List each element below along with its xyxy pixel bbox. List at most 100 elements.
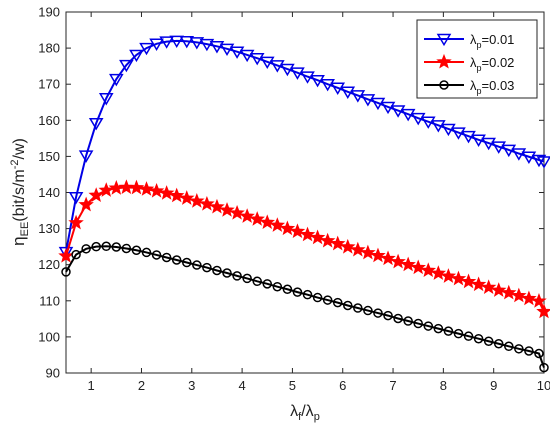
series-2-point bbox=[189, 193, 205, 208]
legend-entry-1-main: λ bbox=[470, 32, 477, 47]
series-2-point bbox=[199, 195, 215, 211]
series-2-point bbox=[440, 268, 457, 283]
x-axis-label-sep: /λ bbox=[301, 403, 313, 420]
series-1-point bbox=[481, 137, 496, 151]
series-1-point bbox=[139, 42, 154, 56]
series-2-point bbox=[410, 259, 426, 275]
series-2-point bbox=[400, 256, 416, 272]
series-1-point bbox=[370, 97, 386, 111]
legend-entry-1-sub: p bbox=[477, 40, 482, 50]
legend-entry-3-sub: p bbox=[477, 86, 482, 96]
series-3-point bbox=[61, 267, 71, 277]
series-3-point bbox=[343, 300, 353, 311]
series-1-point bbox=[300, 71, 315, 84]
series-3-point bbox=[302, 289, 313, 300]
y-tick-label: 140 bbox=[38, 185, 60, 200]
series-1-point bbox=[431, 120, 446, 133]
series-2-point bbox=[430, 265, 447, 280]
series-1-point bbox=[310, 74, 325, 88]
legend-entry-2: λp=0.02 bbox=[470, 55, 514, 73]
series-2-point bbox=[78, 196, 94, 212]
series-1-point bbox=[461, 130, 476, 144]
series-2-point bbox=[319, 232, 336, 248]
series-2-point bbox=[58, 247, 74, 263]
series-3-point bbox=[71, 249, 81, 260]
series-2-point bbox=[350, 241, 366, 257]
series-3-point bbox=[383, 310, 393, 321]
series-3-point bbox=[282, 284, 293, 294]
series-3-point bbox=[363, 305, 373, 316]
series-1-point bbox=[410, 112, 426, 126]
series-2 bbox=[58, 179, 550, 319]
series-3-line bbox=[65, 245, 545, 368]
series-3-point bbox=[423, 321, 434, 331]
series-3-point bbox=[433, 323, 444, 334]
series-3-point bbox=[473, 333, 484, 344]
y-axis-label-post: /w) bbox=[11, 138, 28, 159]
series-2-point bbox=[491, 282, 507, 297]
x-tick-label: 9 bbox=[490, 378, 497, 393]
series-1-point bbox=[239, 49, 255, 63]
series-2-point bbox=[128, 179, 145, 195]
series-2-point bbox=[536, 303, 550, 319]
x-tick-label: 3 bbox=[188, 378, 195, 393]
series-1-point bbox=[511, 148, 527, 161]
legend-entry-2-main: λ bbox=[470, 55, 477, 70]
series-3-point bbox=[242, 273, 252, 284]
legend-swatch-1-marker bbox=[436, 33, 452, 47]
series-1-point bbox=[420, 116, 436, 129]
series-1-point bbox=[400, 108, 416, 122]
series-1-point bbox=[58, 246, 74, 260]
series-2-point bbox=[329, 235, 346, 251]
x-tick-label: 2 bbox=[138, 378, 145, 393]
y-axis-label-sup: -2 bbox=[9, 159, 21, 169]
series-2-point bbox=[390, 253, 406, 269]
legend-entry-3: λp=0.03 bbox=[470, 78, 514, 96]
y-tick-label: 170 bbox=[38, 77, 60, 92]
series-2-point bbox=[340, 238, 356, 254]
series-1-point bbox=[119, 59, 134, 73]
series-2-point bbox=[460, 273, 477, 289]
series-1-point bbox=[129, 49, 144, 63]
series-1-point bbox=[199, 38, 215, 52]
x-tick-label: 1 bbox=[88, 378, 95, 393]
series-2-point bbox=[450, 270, 467, 286]
series-1-point bbox=[149, 38, 164, 51]
series-1-point bbox=[536, 156, 550, 169]
y-axis-label: ηEE(bit/s/m-2/w) bbox=[9, 138, 31, 246]
series-1-line bbox=[65, 39, 545, 253]
series-1-point bbox=[340, 86, 356, 99]
series-1-point bbox=[491, 141, 507, 154]
series-1-point bbox=[320, 78, 335, 92]
series-3-point bbox=[534, 348, 544, 359]
series-3-point bbox=[232, 271, 242, 281]
series-2-point bbox=[229, 204, 245, 220]
legend-swatches bbox=[424, 33, 464, 90]
y-axis-label-main: η bbox=[9, 236, 28, 245]
x-axis-label: λf/λp bbox=[290, 403, 320, 423]
series-1-point bbox=[249, 52, 265, 66]
series-3-point bbox=[413, 318, 423, 329]
series-3-point bbox=[131, 245, 142, 256]
y-axis-label-pre: (bit/s/m bbox=[11, 169, 28, 221]
legend-entry-1-value: =0.01 bbox=[482, 32, 515, 47]
series-2-point bbox=[531, 293, 547, 308]
series-3-point bbox=[443, 326, 454, 336]
series-1-point bbox=[360, 94, 376, 107]
series-1-point bbox=[471, 134, 486, 147]
series-1-point bbox=[68, 191, 84, 205]
y-tick-label: 130 bbox=[38, 221, 60, 236]
series-3-point bbox=[182, 257, 192, 268]
series-1-point bbox=[270, 60, 285, 73]
series-2-point bbox=[249, 211, 265, 226]
legend-swatch-2-marker bbox=[436, 53, 452, 69]
series-3-point bbox=[453, 328, 464, 339]
series-3-point bbox=[161, 252, 172, 263]
series-1-point bbox=[380, 101, 396, 115]
legend: λp=0.01 λp=0.02 λp=0.03 bbox=[416, 19, 538, 99]
y-tick-label: 180 bbox=[38, 41, 60, 56]
series-2-point bbox=[219, 202, 235, 217]
series-3-point bbox=[322, 295, 333, 305]
series-3-point bbox=[151, 250, 162, 260]
series-3-point bbox=[312, 292, 323, 303]
